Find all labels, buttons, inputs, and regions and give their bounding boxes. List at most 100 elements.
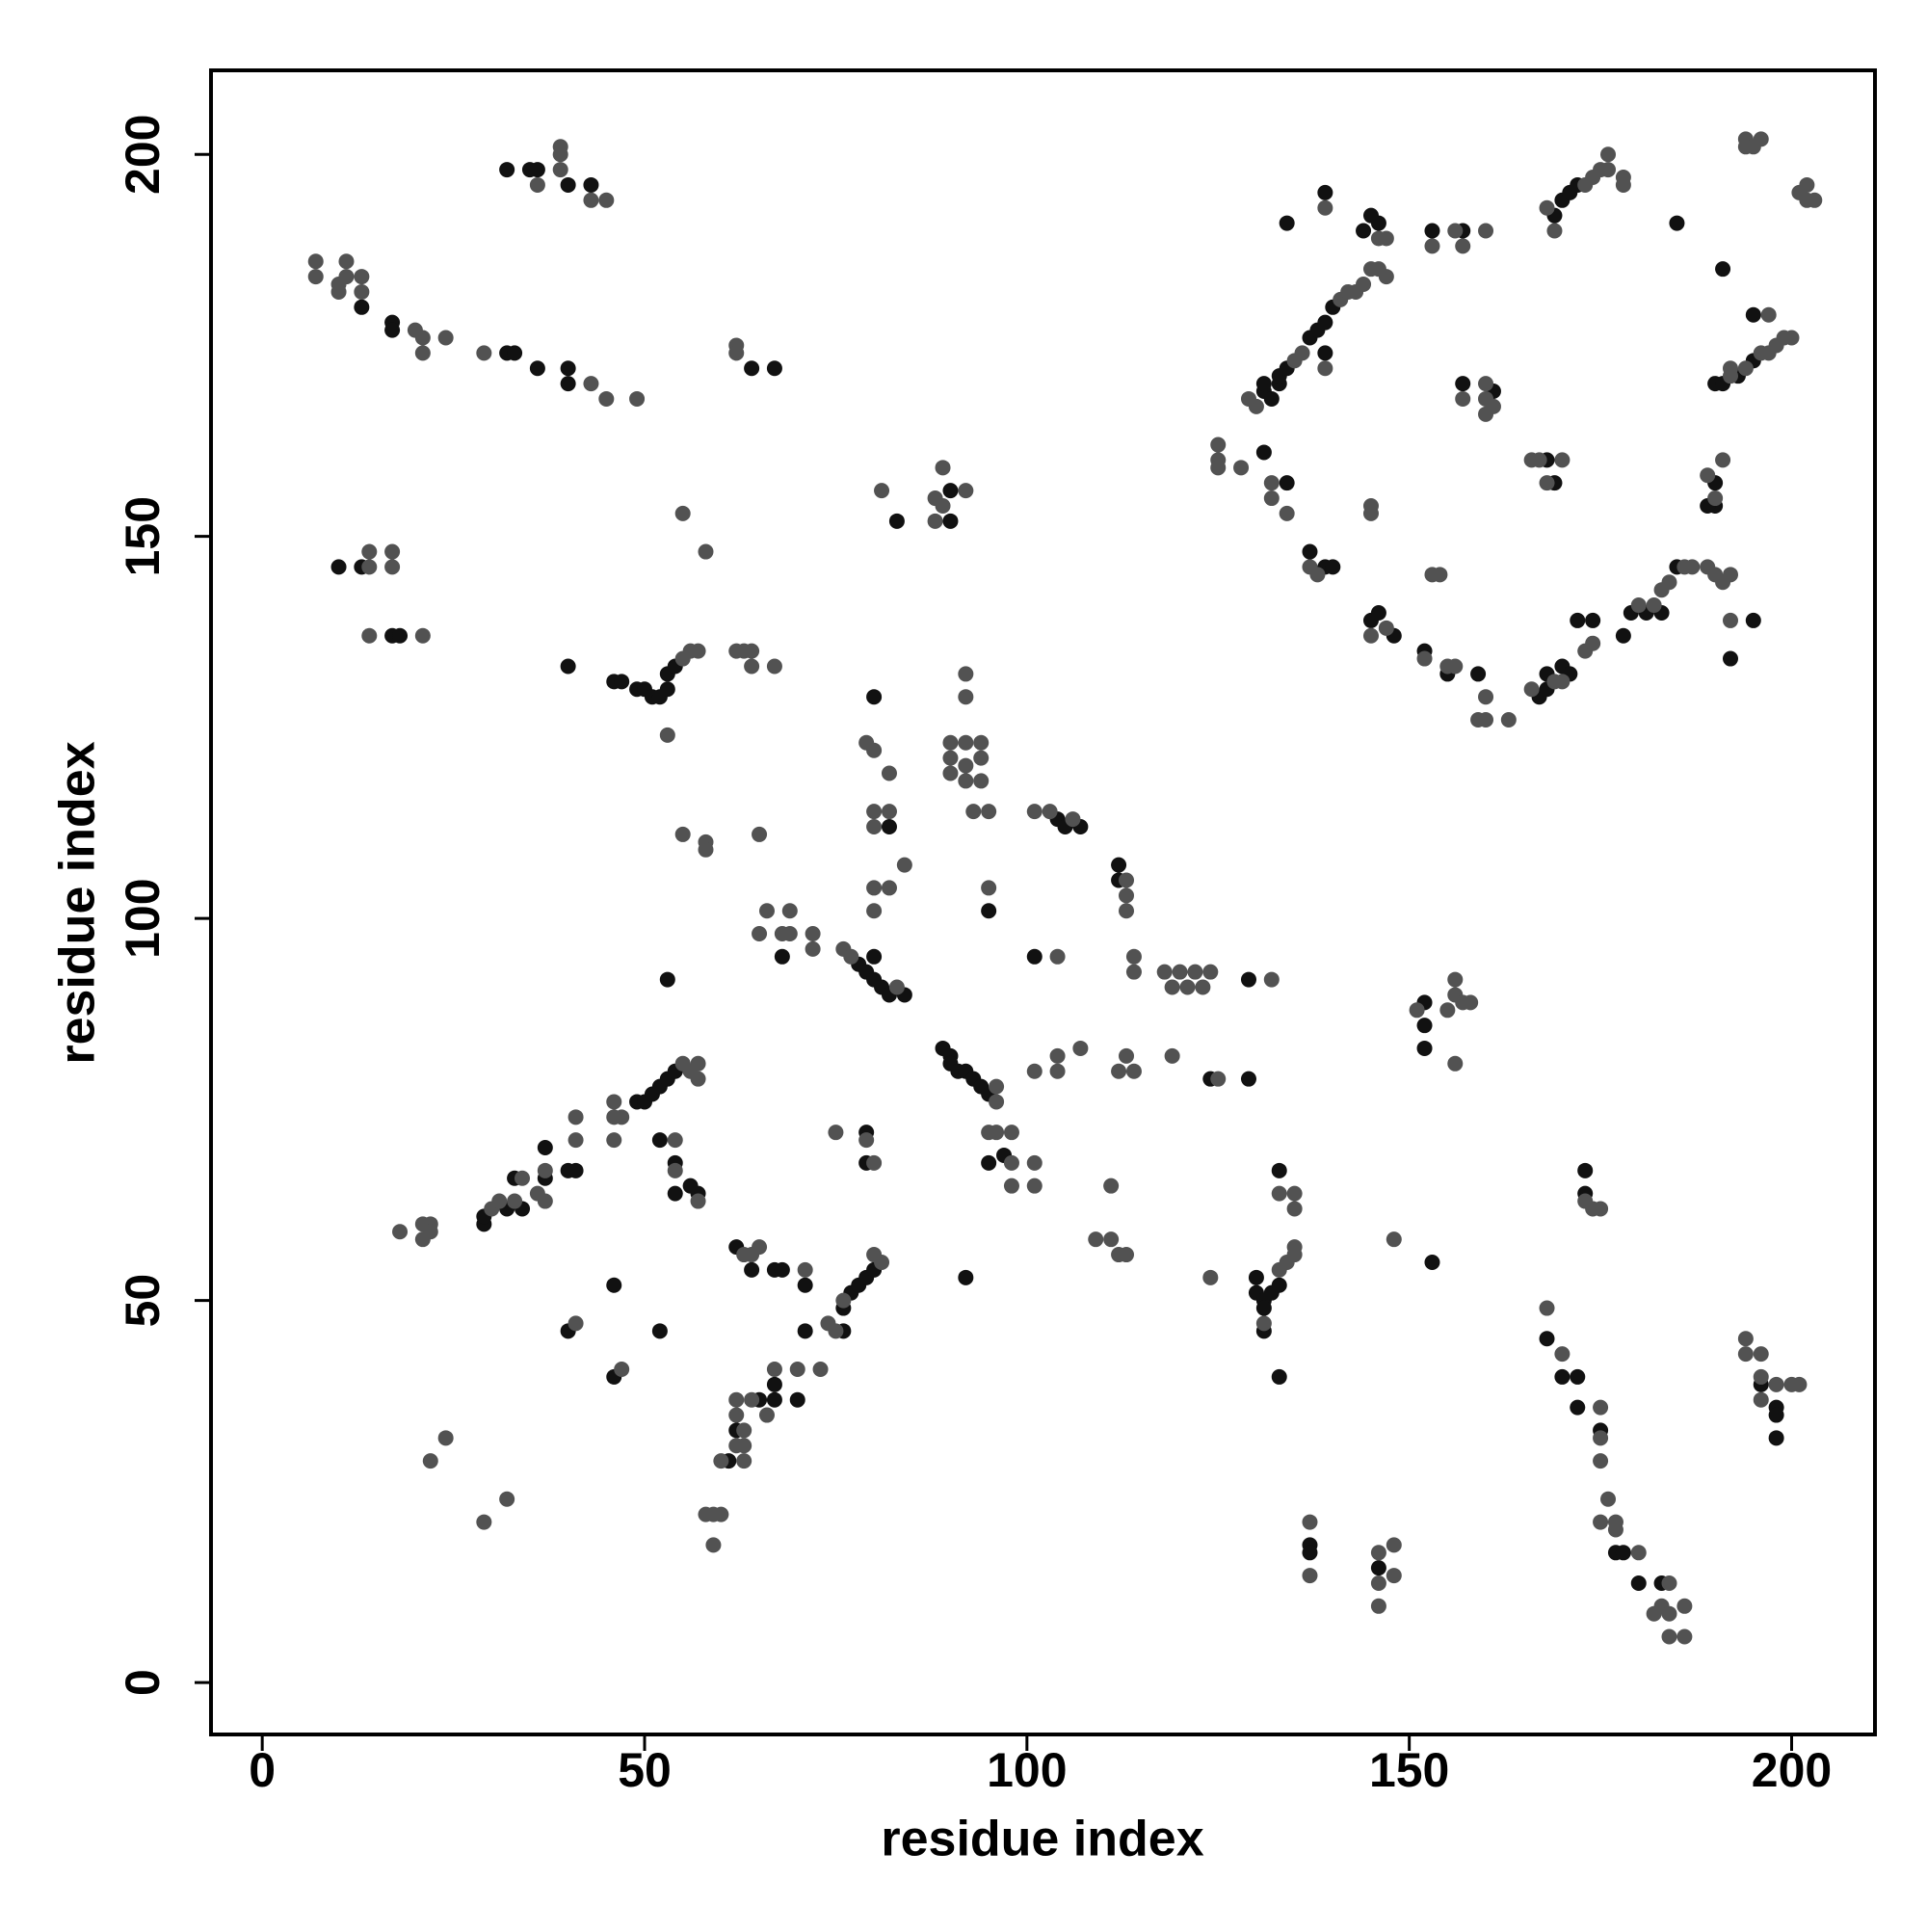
scatter-point — [1700, 467, 1716, 484]
scatter-point — [1577, 1162, 1594, 1178]
scatter-point — [1202, 1269, 1219, 1285]
scatter-point — [1302, 1514, 1318, 1530]
scatter-point — [1416, 650, 1433, 667]
scatter-point — [1600, 162, 1617, 178]
scatter-point — [942, 734, 959, 751]
scatter-point — [338, 253, 355, 270]
scatter-point — [797, 1277, 813, 1293]
scatter-point — [1088, 1231, 1104, 1248]
scatter-point — [1455, 238, 1471, 254]
scatter-point — [1003, 1178, 1019, 1194]
scatter-point — [1263, 971, 1280, 988]
scatter-point — [797, 1323, 813, 1339]
scatter-point — [1600, 1491, 1617, 1507]
scatter-point — [507, 345, 523, 361]
scatter-point — [958, 734, 974, 751]
scatter-point — [935, 497, 951, 514]
scatter-point — [781, 903, 798, 919]
scatter-point — [981, 880, 997, 896]
scatter-point — [1240, 971, 1256, 988]
scatter-point — [866, 689, 883, 705]
scatter-point — [713, 1453, 729, 1469]
scatter-point — [414, 330, 431, 346]
scatter-point — [422, 1453, 438, 1469]
scatter-point — [1271, 1185, 1287, 1202]
scatter-point — [529, 360, 545, 377]
scatter-point — [1125, 1063, 1142, 1079]
scatter-point — [1676, 1598, 1693, 1614]
scatter-point — [1676, 1628, 1693, 1645]
scatter-point — [881, 819, 897, 834]
scatter-point — [744, 658, 760, 675]
scatter-point — [1570, 612, 1586, 628]
scatter-point — [1753, 131, 1769, 147]
scatter-point — [874, 1254, 890, 1270]
scatter-point — [606, 1094, 622, 1110]
scatter-point — [1386, 1568, 1402, 1584]
scatter-point — [414, 345, 431, 361]
scatter-point — [958, 773, 974, 789]
scatter-point — [606, 1132, 622, 1149]
scatter-point — [537, 1162, 553, 1178]
scatter-point — [989, 1094, 1005, 1110]
scatter-point — [1378, 230, 1394, 247]
scatter-point — [828, 1125, 844, 1141]
scatter-point — [1279, 215, 1295, 231]
scatter-point — [1768, 1376, 1784, 1392]
scatter-point — [1103, 1231, 1120, 1248]
scatter-point — [1263, 490, 1280, 507]
scatter-point — [1003, 1125, 1019, 1141]
scatter-point — [529, 176, 545, 193]
scatter-point — [789, 1361, 805, 1377]
scatter-point — [1111, 857, 1127, 873]
scatter-point — [1546, 223, 1563, 239]
scatter-point — [507, 1193, 523, 1209]
scatter-point — [1447, 223, 1464, 239]
scatter-point — [1615, 627, 1631, 644]
scatter-point — [1447, 971, 1464, 988]
scatter-point — [858, 1132, 875, 1149]
scatter-point — [1722, 650, 1738, 667]
scatter-point — [361, 559, 378, 575]
scatter-point — [752, 1239, 768, 1256]
scatter-point — [1255, 1315, 1272, 1332]
scatter-point — [1386, 1537, 1402, 1553]
scatter-point — [812, 1361, 829, 1377]
scatter-point — [422, 1224, 438, 1240]
scatter-point — [583, 376, 599, 392]
scatter-point — [1539, 475, 1555, 491]
scatter-point — [529, 162, 545, 178]
scatter-point — [1119, 1047, 1135, 1064]
scatter-point — [583, 176, 599, 193]
scatter-point — [866, 742, 883, 758]
scatter-point — [958, 689, 974, 705]
scatter-point — [1661, 1628, 1677, 1645]
scatter-point — [1317, 345, 1333, 361]
scatter-point — [736, 1453, 752, 1469]
scatter-point — [866, 819, 883, 834]
scatter-point — [674, 505, 691, 521]
scatter-point — [354, 269, 370, 285]
scatter-point — [384, 322, 401, 338]
scatter-point — [499, 162, 515, 178]
scatter-point — [1760, 306, 1777, 323]
scatter-point — [1539, 199, 1555, 216]
scatter-point — [1585, 612, 1601, 628]
scatter-point — [1003, 1154, 1019, 1171]
scatter-point — [1737, 1331, 1754, 1347]
y-tick-label: 0 — [116, 1669, 170, 1696]
scatter-point — [866, 804, 883, 820]
scatter-point — [667, 1185, 683, 1202]
scatter-point — [1715, 452, 1731, 468]
scatter-point — [1026, 1063, 1043, 1079]
scatter-point — [330, 283, 347, 300]
scatter-point — [1248, 1269, 1264, 1285]
scatter-point — [1439, 1002, 1456, 1019]
scatter-point — [1370, 1560, 1386, 1576]
scatter-point — [774, 948, 790, 965]
scatter-point — [1370, 1598, 1386, 1614]
scatter-point — [758, 903, 775, 919]
scatter-point — [1309, 567, 1326, 583]
scatter-point — [598, 390, 615, 407]
scatter-point — [874, 483, 890, 499]
